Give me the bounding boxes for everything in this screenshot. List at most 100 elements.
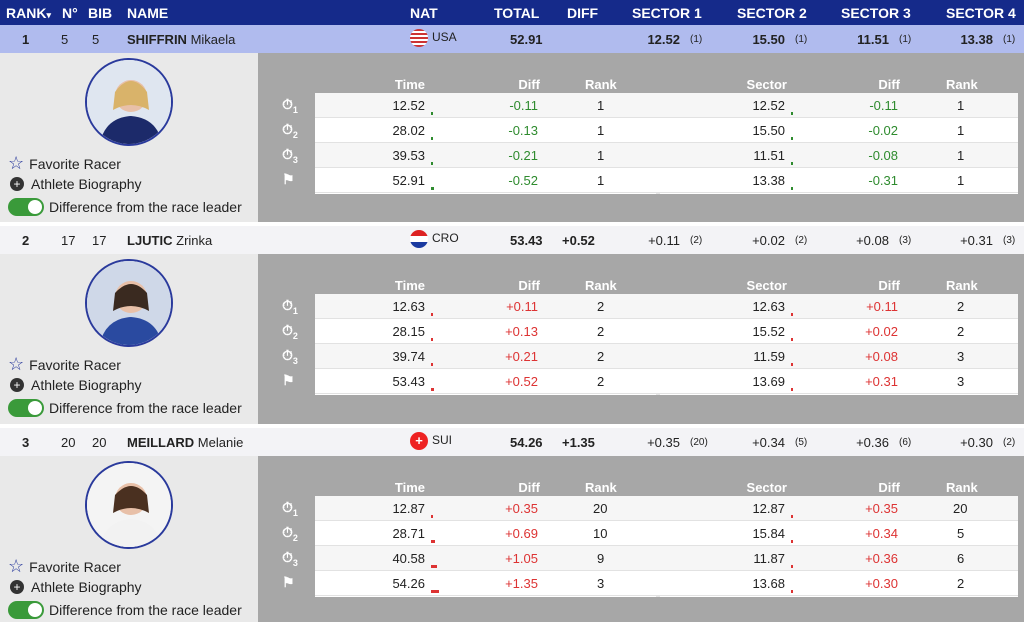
sector-1-rank: (1) [690, 34, 703, 45]
toggle-label: Difference from the race leader [49, 602, 242, 618]
sector-diff: +0.36 [865, 551, 898, 566]
split-time: 12.63 [392, 299, 425, 314]
split-rank: 1 [597, 173, 605, 188]
toggle-switch[interactable] [8, 601, 44, 619]
sector-3-rank: (3) [899, 235, 912, 246]
racer-name[interactable]: LJUTIC Zrinka [127, 233, 212, 248]
sector-2-value: 15.50 [752, 32, 785, 47]
racer-name[interactable]: MEILLARD Melanie [127, 435, 243, 450]
favorite-racer-button[interactable]: ☆ Favorite Racer [8, 556, 121, 577]
diff-bar [431, 363, 433, 366]
difference-toggle[interactable]: Difference from the race leader [8, 399, 242, 417]
col-sector-4[interactable]: SECTOR 4 [946, 5, 1016, 21]
racer-last-name: LJUTIC [127, 233, 173, 248]
header-sector: Sector [746, 77, 787, 92]
diff-bar [431, 313, 433, 316]
col-sector-3[interactable]: SECTOR 3 [841, 5, 911, 21]
split-time: 39.53 [392, 148, 425, 163]
header-sdiff: Diff [878, 278, 900, 293]
athlete-biography-link[interactable]: + Athlete Biography [8, 176, 142, 192]
sector-time: 13.38 [752, 173, 785, 188]
sector-2-rank: (2) [795, 235, 808, 246]
split-time: 54.26 [392, 576, 425, 591]
total-time: 53.43 [510, 233, 543, 248]
header-diff: Diff [518, 278, 540, 293]
sector-time: 15.50 [752, 123, 785, 138]
sector-diff-bar [791, 540, 794, 543]
split-row: 28.15 +0.13 2 15.52 +0.02 2 [315, 319, 1018, 344]
split-number: 3 [292, 355, 298, 366]
athlete-biography-link[interactable]: + Athlete Biography [8, 579, 142, 595]
diff-bar [431, 515, 434, 518]
sector-2-rank: (5) [795, 437, 808, 448]
favorite-label: Favorite Racer [29, 155, 121, 172]
racer-row[interactable]: 3 20 20 MEILLARD Melanie + SUI 54.26 +1.35 +0.35… [0, 428, 1024, 456]
sector-diff-bar [791, 162, 793, 165]
no-cell: 17 [61, 233, 76, 248]
col-nat[interactable]: NAT [410, 5, 438, 21]
header-time: Time [394, 278, 425, 293]
sector-diff-bar [791, 565, 794, 568]
sector-rank: 1 [957, 173, 965, 188]
split-time: 12.52 [392, 98, 425, 113]
sector-rank: 1 [957, 98, 965, 113]
sector-diff: +0.08 [865, 349, 898, 364]
racer-row[interactable]: 2 17 17 LJUTIC Zrinka CRO 53.43 +0.52 +0.11 (2) +… [0, 226, 1024, 254]
col-no[interactable]: N° [62, 5, 78, 21]
sector-4-rank: (2) [1003, 437, 1016, 448]
split-diff: -0.13 [508, 123, 538, 138]
diff-bar [431, 162, 433, 165]
racer-row[interactable]: 1 5 5 SHIFFRIN Mikaela USA 52.91 12.52 (1) 15.50… [0, 25, 1024, 53]
favorite-label: Favorite Racer [29, 558, 121, 575]
difference-toggle[interactable]: Difference from the race leader [8, 601, 242, 619]
sector-3-rank: (1) [899, 34, 912, 45]
sector-diff: -0.31 [868, 173, 898, 188]
split-time: 40.58 [392, 551, 425, 566]
col-name[interactable]: NAME [127, 5, 169, 21]
split-number: 3 [292, 154, 298, 165]
split-row: 40.58 +1.05 9 11.87 +0.36 6 [315, 546, 1018, 571]
col-sector-2[interactable]: SECTOR 2 [737, 5, 807, 21]
col-bib[interactable]: BIB [88, 5, 113, 21]
sector-time: 11.59 [753, 349, 785, 364]
header-srank: Rank [946, 480, 978, 495]
sector-diff: +0.31 [865, 374, 898, 389]
sector-diff-bar [791, 515, 794, 518]
flag-icon-cro [410, 230, 428, 248]
diff-bar [431, 338, 433, 341]
sector-rank: 6 [957, 551, 965, 566]
difference-toggle[interactable]: Difference from the race leader [8, 198, 242, 216]
racer-first-name: Zrinka [176, 233, 213, 248]
col-rank[interactable]: RANK▾ [6, 5, 51, 21]
split-rank: 10 [593, 526, 608, 541]
col-diff[interactable]: DIFF [567, 5, 599, 21]
toggle-switch[interactable] [8, 198, 44, 216]
header-diff: Diff [518, 77, 540, 92]
racer-name[interactable]: SHIFFRIN Mikaela [127, 32, 235, 47]
sector-diff-bar [791, 187, 793, 190]
col-sector-1[interactable]: SECTOR 1 [632, 5, 702, 21]
split-diff: +0.11 [506, 299, 538, 314]
sector-1-value: +0.35 [647, 435, 680, 450]
sector-diff: +0.02 [865, 324, 898, 339]
bib-cell: 5 [92, 32, 100, 47]
stopwatch-icon: ⏱3 [282, 146, 298, 165]
star-icon: ☆ [8, 153, 25, 173]
split-time: 53.43 [392, 374, 425, 389]
plus-circle-icon: + [10, 580, 24, 594]
toggle-switch[interactable] [8, 399, 44, 417]
rank-cell: 2 [22, 233, 30, 248]
header-time: Time [394, 77, 425, 92]
split-diff: -0.21 [508, 148, 538, 163]
sector-time: 15.52 [752, 324, 785, 339]
favorite-racer-button[interactable]: ☆ Favorite Racer [8, 153, 121, 174]
athlete-biography-link[interactable]: + Athlete Biography [8, 377, 142, 393]
sector-diff-bar [791, 112, 793, 115]
sector-diff-bar [791, 338, 793, 341]
split-diff: +0.69 [505, 526, 538, 541]
favorite-racer-button[interactable]: ☆ Favorite Racer [8, 354, 121, 375]
col-total[interactable]: TOTAL [494, 5, 540, 21]
split-diff: +0.35 [505, 501, 538, 516]
sector-diff-bar [791, 363, 793, 366]
split-rank: 3 [597, 576, 605, 591]
